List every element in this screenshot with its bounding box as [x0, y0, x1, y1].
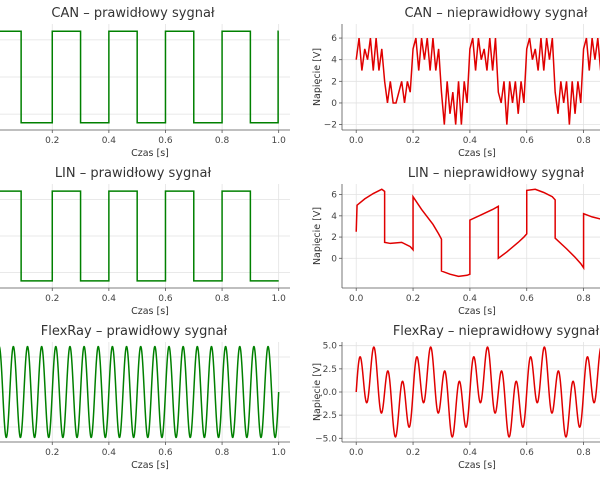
series-line-can-ok-0	[0, 30, 279, 124]
x-tick-label: 1.0	[272, 448, 287, 458]
x-tick-label: 0.6	[520, 294, 535, 304]
grid	[0, 184, 290, 288]
x-tick-label: 0.2	[45, 448, 59, 458]
x-tick-label: 0.4	[102, 294, 117, 304]
y-tick-label: 2	[331, 233, 337, 243]
chart-title: FlexRay – nieprawidłowy sygnał	[393, 324, 600, 339]
y-tick-label: −5.0	[315, 434, 337, 444]
chart-title: CAN – nieprawidłowy sygnał	[404, 6, 587, 21]
x-tick-label: 0.6	[520, 136, 535, 146]
y-tick-label: 2.5	[323, 365, 337, 375]
y-axis-label: Napięcie [V]	[312, 207, 323, 265]
x-axis-label: Czas [s]	[131, 306, 169, 317]
x-tick-label: 1.0	[272, 136, 287, 146]
y-tick-label: 6	[331, 34, 337, 44]
y-tick-label: 4	[331, 212, 337, 222]
y-tick-label: 4	[331, 56, 337, 66]
y-tick-label: 6	[331, 191, 337, 201]
x-tick-label: 0.0	[349, 294, 364, 304]
x-axis-label: Czas [s]	[131, 148, 169, 159]
chart-panel-can-ok: 0.2 0.4 0.6 0.8 1.0 CAN – prawidłowy sygnał Cz…	[0, 6, 290, 159]
x-tick-label: 0.8	[576, 294, 591, 304]
y-tick-label: 5.0	[323, 342, 338, 352]
x-tick-label: 0.4	[463, 448, 478, 458]
chart-panel-flexray-bad: 0.0 0.2 0.4 0.6 0.8 −5.0 −2.5 0.0 2.5 5.0 FlexRay …	[312, 324, 600, 471]
grid	[0, 24, 290, 130]
x-axis-label: Czas [s]	[458, 306, 496, 317]
chart-panel-lin-ok: 0.2 0.4 0.6 0.8 1.0 LIN – prawidłowy sygnał Cz…	[0, 166, 290, 317]
x-tick-label: 0.4	[102, 448, 117, 458]
chart-panel-lin-bad: 0.0 0.2 0.4 0.6 0.8 0 2 4 6 LIN – nieprawidłowy s…	[312, 166, 600, 317]
series-line-flexray-bad-0	[355, 346, 600, 438]
x-axis-label: Czas [s]	[131, 460, 169, 471]
x-tick-label: 0.2	[406, 294, 420, 304]
y-tick-label: 0	[331, 99, 337, 109]
x-tick-label: 0.0	[349, 136, 364, 146]
chart-title: LIN – prawidłowy sygnał	[55, 166, 212, 181]
chart-panel-flexray-ok: 0.2 0.4 0.6 0.8 1.0 FlexRay – prawidłowy sygn…	[0, 324, 290, 471]
x-tick-label: 0.4	[102, 136, 117, 146]
y-axis-label: Napięcie [V]	[312, 363, 323, 421]
y-axis-label: Napięcie [V]	[312, 48, 323, 106]
series-line-can-bad-0	[355, 37, 600, 125]
x-tick-label: 0.8	[576, 448, 591, 458]
chart-title: CAN – prawidłowy sygnał	[51, 6, 215, 21]
y-tick-label: 0	[331, 254, 337, 264]
x-tick-label: 0.8	[215, 448, 230, 458]
x-tick-label: 0.0	[349, 448, 364, 458]
x-tick-label: 0.2	[45, 294, 59, 304]
series-line-flexray-ok-0	[0, 345, 280, 439]
x-axis-label: Czas [s]	[458, 460, 496, 471]
grid	[342, 342, 600, 442]
y-tick-label: 0.0	[323, 388, 338, 398]
series-line-lin-ok-0	[0, 190, 279, 282]
x-tick-label: 0.4	[463, 136, 478, 146]
x-tick-label: 0.2	[45, 136, 59, 146]
x-tick-label: 0.8	[215, 136, 230, 146]
y-tick-label: 2	[331, 77, 337, 87]
x-tick-label: 0.6	[158, 448, 173, 458]
x-tick-label: 0.4	[463, 294, 478, 304]
chart-panel-can-bad: 0.0 0.2 0.4 0.6 0.8 −2 0 2 4 6 CAN – nieprawidłowy…	[312, 6, 600, 159]
x-tick-label: 0.6	[158, 136, 173, 146]
x-axis-label: Czas [s]	[458, 148, 496, 159]
x-tick-label: 0.2	[406, 448, 420, 458]
x-tick-label: 0.6	[520, 448, 535, 458]
x-tick-label: 0.2	[406, 136, 420, 146]
series-line-lin-bad-0	[355, 188, 600, 278]
x-tick-label: 0.8	[215, 294, 230, 304]
grid	[342, 184, 600, 288]
x-tick-label: 0.8	[576, 136, 591, 146]
x-tick-label: 0.6	[158, 294, 173, 304]
x-tick-label: 1.0	[272, 294, 287, 304]
chart-title: LIN – nieprawidłowy sygnał	[408, 166, 585, 181]
chart-title: FlexRay – prawidłowy sygnał	[41, 324, 228, 339]
y-tick-label: −2.5	[315, 411, 337, 421]
grid	[342, 24, 600, 130]
y-tick-label: −2	[324, 121, 337, 131]
